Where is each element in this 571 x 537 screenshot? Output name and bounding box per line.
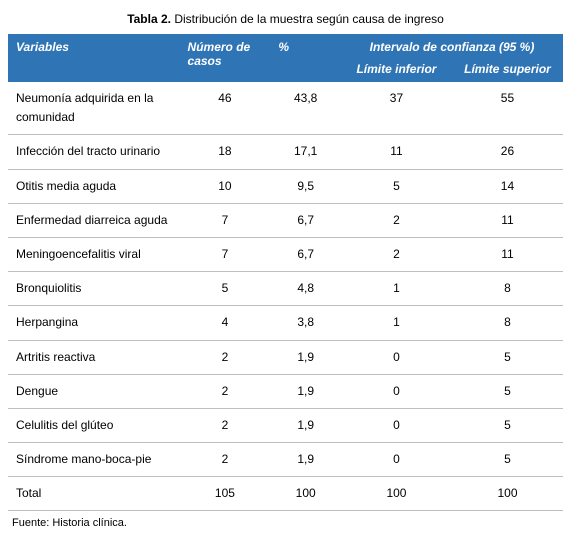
data-table: Variables Número de casos % Intervalo de… bbox=[8, 34, 563, 511]
cell-count: 4 bbox=[180, 306, 271, 340]
cell-upper-limit: 5 bbox=[452, 408, 563, 442]
cell-variable: Herpangina bbox=[8, 306, 180, 340]
cell-count: 2 bbox=[180, 408, 271, 442]
cell-percent: 17,1 bbox=[270, 135, 341, 169]
cell-lower-limit: 100 bbox=[341, 477, 452, 511]
header-upper-limit: Límite superior bbox=[452, 60, 563, 82]
cell-percent: 6,7 bbox=[270, 237, 341, 271]
table-body: Neumonía adquirida en la comunidad4643,8… bbox=[8, 82, 563, 511]
cell-upper-limit: 5 bbox=[452, 340, 563, 374]
cell-upper-limit: 5 bbox=[452, 374, 563, 408]
cell-count: 18 bbox=[180, 135, 271, 169]
cell-variable: Síndrome mano-boca-pie bbox=[8, 443, 180, 477]
table-row: Infección del tracto urinario1817,11126 bbox=[8, 135, 563, 169]
cell-variable: Bronquiolitis bbox=[8, 272, 180, 306]
cell-percent: 100 bbox=[270, 477, 341, 511]
cell-count: 5 bbox=[180, 272, 271, 306]
cell-percent: 1,9 bbox=[270, 443, 341, 477]
table-row: Meningoencefalitis viral76,7211 bbox=[8, 237, 563, 271]
table-row: Total105100100100 bbox=[8, 477, 563, 511]
cell-variable: Infección del tracto urinario bbox=[8, 135, 180, 169]
cell-percent: 1,9 bbox=[270, 340, 341, 374]
cell-percent: 9,5 bbox=[270, 169, 341, 203]
table-row: Herpangina43,818 bbox=[8, 306, 563, 340]
cell-lower-limit: 0 bbox=[341, 340, 452, 374]
header-variables: Variables bbox=[8, 34, 180, 82]
cell-lower-limit: 0 bbox=[341, 374, 452, 408]
cell-count: 105 bbox=[180, 477, 271, 511]
cell-upper-limit: 11 bbox=[452, 203, 563, 237]
cell-variable: Artritis reactiva bbox=[8, 340, 180, 374]
cell-variable: Enfermedad diarreica aguda bbox=[8, 203, 180, 237]
cell-lower-limit: 0 bbox=[341, 443, 452, 477]
table-source: Fuente: Historia clínica. bbox=[12, 517, 559, 529]
cell-variable: Total bbox=[8, 477, 180, 511]
cell-percent: 1,9 bbox=[270, 374, 341, 408]
cell-lower-limit: 5 bbox=[341, 169, 452, 203]
cell-percent: 43,8 bbox=[270, 82, 341, 135]
cell-count: 2 bbox=[180, 340, 271, 374]
header-lower-limit: Límite inferior bbox=[341, 60, 452, 82]
cell-variable: Dengue bbox=[8, 374, 180, 408]
cell-upper-limit: 11 bbox=[452, 237, 563, 271]
table-row: Dengue21,905 bbox=[8, 374, 563, 408]
cell-count: 7 bbox=[180, 203, 271, 237]
cell-upper-limit: 5 bbox=[452, 443, 563, 477]
table-row: Enfermedad diarreica aguda76,7211 bbox=[8, 203, 563, 237]
cell-percent: 6,7 bbox=[270, 203, 341, 237]
table-caption: Tabla 2. Distribución de la muestra segú… bbox=[8, 12, 563, 26]
cell-count: 2 bbox=[180, 443, 271, 477]
cell-lower-limit: 1 bbox=[341, 306, 452, 340]
cell-percent: 3,8 bbox=[270, 306, 341, 340]
table-row: Otitis media aguda109,5514 bbox=[8, 169, 563, 203]
cell-upper-limit: 26 bbox=[452, 135, 563, 169]
cell-percent: 4,8 bbox=[270, 272, 341, 306]
cell-variable: Meningoencefalitis viral bbox=[8, 237, 180, 271]
header-numero: Número de casos bbox=[180, 34, 271, 82]
table-caption-number: Tabla 2. bbox=[127, 12, 171, 26]
cell-lower-limit: 2 bbox=[341, 237, 452, 271]
cell-count: 7 bbox=[180, 237, 271, 271]
cell-variable: Otitis media aguda bbox=[8, 169, 180, 203]
table-row: Artritis reactiva21,905 bbox=[8, 340, 563, 374]
table-row: Síndrome mano-boca-pie21,905 bbox=[8, 443, 563, 477]
cell-lower-limit: 1 bbox=[341, 272, 452, 306]
cell-count: 2 bbox=[180, 374, 271, 408]
cell-count: 46 bbox=[180, 82, 271, 135]
cell-lower-limit: 2 bbox=[341, 203, 452, 237]
cell-upper-limit: 8 bbox=[452, 272, 563, 306]
cell-count: 10 bbox=[180, 169, 271, 203]
header-ci: Intervalo de confianza (95 %) bbox=[341, 34, 563, 60]
cell-upper-limit: 100 bbox=[452, 477, 563, 511]
cell-lower-limit: 11 bbox=[341, 135, 452, 169]
table-header: Variables Número de casos % Intervalo de… bbox=[8, 34, 563, 82]
table-row: Neumonía adquirida en la comunidad4643,8… bbox=[8, 82, 563, 135]
cell-variable: Celulitis del glúteo bbox=[8, 408, 180, 442]
cell-percent: 1,9 bbox=[270, 408, 341, 442]
cell-upper-limit: 55 bbox=[452, 82, 563, 135]
cell-upper-limit: 14 bbox=[452, 169, 563, 203]
cell-upper-limit: 8 bbox=[452, 306, 563, 340]
header-percent: % bbox=[270, 34, 341, 82]
cell-lower-limit: 0 bbox=[341, 408, 452, 442]
table-row: Bronquiolitis54,818 bbox=[8, 272, 563, 306]
cell-variable: Neumonía adquirida en la comunidad bbox=[8, 82, 180, 135]
table-caption-text: Distribución de la muestra según causa d… bbox=[171, 12, 444, 26]
table-row: Celulitis del glúteo21,905 bbox=[8, 408, 563, 442]
cell-lower-limit: 37 bbox=[341, 82, 452, 135]
